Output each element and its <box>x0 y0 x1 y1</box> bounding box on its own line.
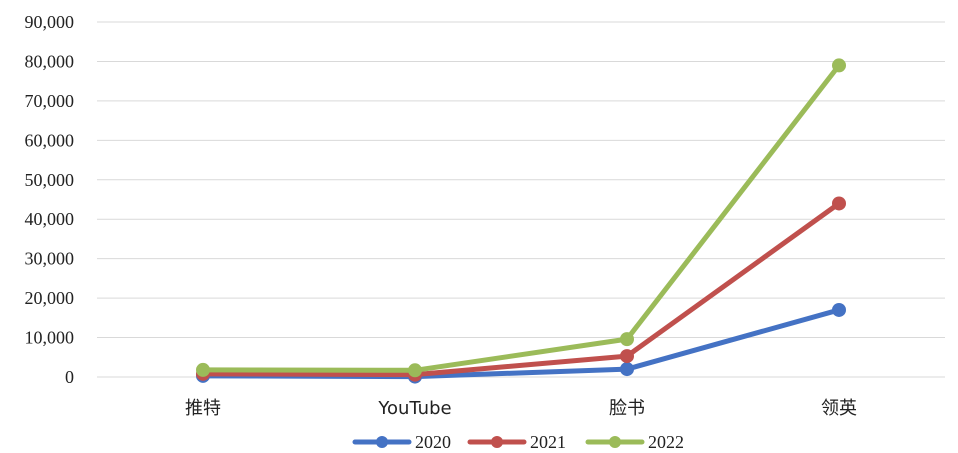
series-lines <box>196 58 846 384</box>
data-point <box>832 58 846 73</box>
data-point <box>620 362 634 377</box>
legend-item: 2021 <box>467 432 566 452</box>
y-tick-label: 40,000 <box>25 209 75 229</box>
legend-item: 2020 <box>352 432 451 452</box>
y-tick-label: 90,000 <box>25 12 75 32</box>
series-line <box>200 200 842 378</box>
y-tick-label: 20,000 <box>25 288 75 308</box>
y-tick-label: 50,000 <box>25 170 75 190</box>
legend-marker <box>376 436 388 448</box>
y-tick-label: 60,000 <box>25 130 75 150</box>
data-point <box>832 302 846 317</box>
y-tick-label: 0 <box>65 367 74 387</box>
data-point <box>408 363 422 378</box>
y-tick-label: 10,000 <box>25 328 75 348</box>
y-tick-label: 70,000 <box>25 91 75 111</box>
data-point <box>620 349 634 364</box>
legend-item: 2022 <box>585 432 684 452</box>
series-line <box>200 62 842 373</box>
legend: 2020 2021 2022 <box>352 432 684 452</box>
series-2021 <box>196 196 846 382</box>
legend-label: 2020 <box>415 432 451 452</box>
data-point <box>196 362 210 377</box>
data-point <box>832 196 846 211</box>
legend-marker <box>609 436 621 448</box>
x-category-label: YouTube <box>377 398 451 419</box>
x-category-label: 脸书 <box>609 398 645 419</box>
y-tick-label: 30,000 <box>25 249 75 269</box>
series-2022 <box>196 58 846 378</box>
y-tick-label: 80,000 <box>25 51 75 71</box>
y-axis-tick-labels: 0 10,000 20,000 30,000 40,000 50,000 60,000 70,… <box>25 12 75 387</box>
data-point <box>620 332 634 347</box>
legend-marker <box>491 436 503 448</box>
gridlines <box>97 21 945 378</box>
x-category-label: 推特 <box>185 398 221 419</box>
legend-label: 2022 <box>648 432 684 452</box>
x-axis-category-labels: 推特 YouTube 脸书 领英 <box>185 398 857 419</box>
legend-label: 2021 <box>530 432 566 452</box>
x-category-label: 领英 <box>821 398 857 419</box>
